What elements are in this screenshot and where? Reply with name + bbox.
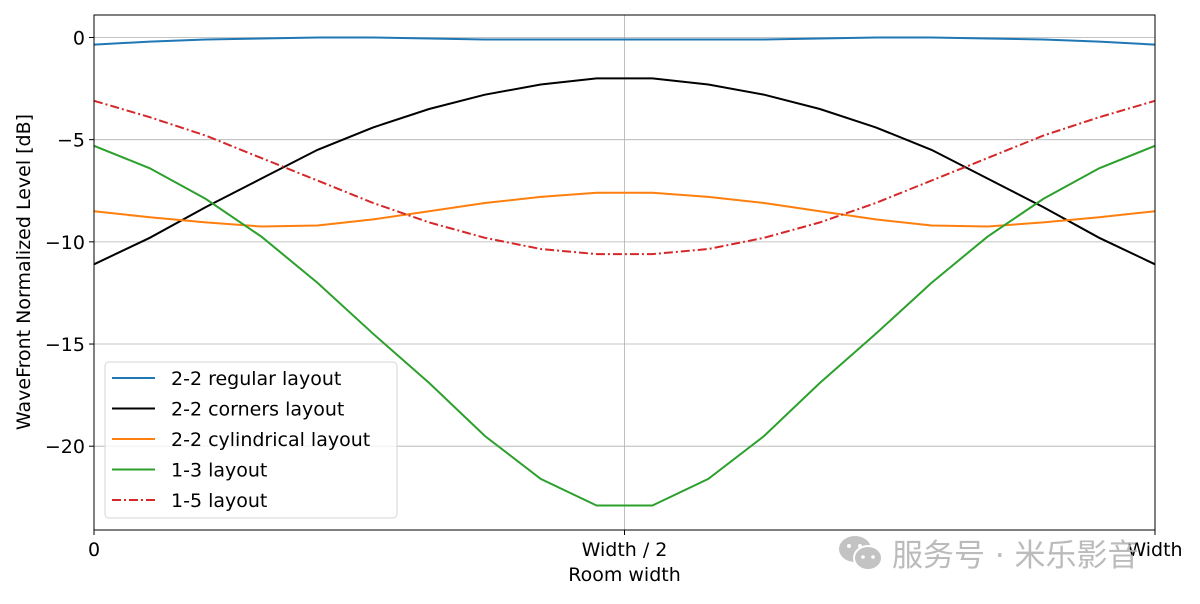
legend: 2-2 regular layout 2-2 corners layout 2-2 … xyxy=(104,361,398,519)
x-axis-label: Room width xyxy=(568,564,681,586)
series-line xyxy=(93,144,1156,507)
wechat-icon xyxy=(839,535,883,571)
legend-label: 2-2 cylindrical layout xyxy=(171,429,370,451)
legend-label: 1-5 layout xyxy=(171,490,267,512)
x-tick-label: Width xyxy=(1127,539,1182,561)
series-line xyxy=(93,191,1156,228)
watermark: 服务号 · 米乐影音 xyxy=(838,530,1139,575)
y-tick-label: −5 xyxy=(57,130,85,152)
y-tick-label: −10 xyxy=(45,232,85,254)
y-tick-label: −15 xyxy=(45,334,85,356)
legend-frame xyxy=(104,361,398,519)
series-line xyxy=(93,77,1156,266)
series-line xyxy=(93,36,1156,46)
watermark-text: 服务号 · 米乐影音 xyxy=(892,538,1139,574)
x-tick-label: 0 xyxy=(88,539,100,561)
legend-label: 1-3 layout xyxy=(171,460,267,482)
y-tick-label: 0 xyxy=(73,27,85,49)
legend-label: 2-2 corners layout xyxy=(171,399,344,421)
series-line xyxy=(93,99,1156,256)
y-axis-label: WaveFront Normalized Level [dB] xyxy=(13,114,35,430)
ticks: 0 −5 −10 −15 −20 0 Width / 2 Width xyxy=(45,27,1183,561)
legend-label: 2-2 regular layout xyxy=(171,368,341,390)
x-tick-label: Width / 2 xyxy=(582,539,668,561)
series-lines xyxy=(93,36,1156,507)
y-tick-label: −20 xyxy=(45,436,85,458)
